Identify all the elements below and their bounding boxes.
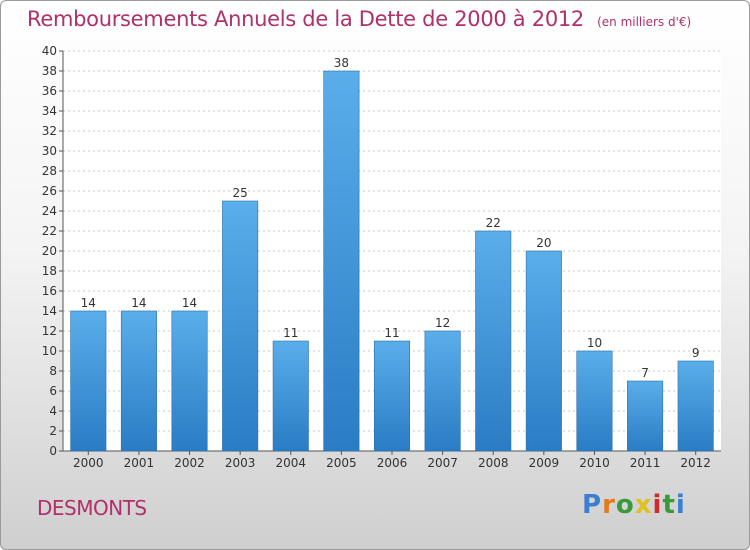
x-tick-label: 2011: [630, 456, 661, 470]
bar-value-label: 11: [384, 326, 399, 340]
bar: [272, 340, 309, 452]
y-tick-label: 18: [42, 264, 57, 278]
logo-letter: r: [602, 490, 616, 520]
logo-letter: i: [652, 490, 663, 520]
bar-value-label: 14: [81, 296, 96, 310]
y-tick-label: 12: [42, 324, 57, 338]
x-tick-label: 2004: [275, 456, 306, 470]
y-tick-label: 24: [42, 204, 57, 218]
y-tick-label: 28: [42, 164, 57, 178]
x-tick-label: 2002: [174, 456, 205, 470]
y-tick-label: 4: [49, 404, 57, 418]
bar-value-label: 38: [334, 56, 349, 70]
bar: [222, 200, 259, 452]
bar-value-label: 14: [182, 296, 197, 310]
x-tick-label: 2009: [529, 456, 560, 470]
logo-letter: P: [582, 490, 603, 520]
y-tick-label: 32: [42, 124, 57, 138]
x-tick-label: 2000: [73, 456, 104, 470]
x-tick-label: 2008: [478, 456, 509, 470]
bar-value-label: 10: [587, 336, 602, 350]
bar: [70, 310, 107, 452]
y-tick-label: 22: [42, 224, 57, 238]
logo-letter: i: [675, 490, 686, 520]
chart-title-row: Remboursements Annuels de la Dette de 20…: [27, 7, 691, 31]
bar: [120, 310, 157, 452]
logo-letter: t: [662, 490, 676, 520]
bar: [627, 380, 664, 452]
chart-unit-note: (en milliers d'€): [597, 15, 692, 29]
y-tick-label: 30: [42, 144, 57, 158]
bar: [576, 350, 613, 452]
bar-value-label: 9: [692, 346, 700, 360]
logo-letter: x: [634, 490, 653, 520]
proxiti-logo: Proxiti: [582, 490, 686, 520]
commune-name: DESMONTS: [37, 496, 147, 520]
bar: [525, 250, 562, 452]
logo-letter: o: [615, 490, 635, 520]
x-tick-label: 2006: [377, 456, 408, 470]
x-tick-label: 2007: [427, 456, 458, 470]
x-tick-label: 2003: [225, 456, 256, 470]
chart-title: Remboursements Annuels de la Dette de 20…: [27, 7, 584, 31]
y-tick-label: 38: [42, 64, 57, 78]
y-tick-label: 8: [49, 364, 57, 378]
bar-value-label: 25: [233, 186, 248, 200]
bar: [677, 360, 714, 452]
bar-value-label: 11: [283, 326, 298, 340]
y-tick-label: 34: [42, 104, 57, 118]
bar-value-label: 7: [641, 366, 649, 380]
bar-value-label: 20: [536, 236, 551, 250]
x-tick-label: 2001: [124, 456, 155, 470]
bar-value-label: 12: [435, 316, 450, 330]
y-tick-label: 14: [42, 304, 57, 318]
y-tick-label: 6: [49, 384, 57, 398]
bar: [424, 330, 461, 452]
y-tick-label: 40: [42, 44, 57, 58]
x-tick-label: 2012: [680, 456, 711, 470]
x-tick-label: 2005: [326, 456, 357, 470]
y-tick-label: 2: [49, 424, 57, 438]
bar: [373, 340, 411, 452]
bar-value-label: 14: [131, 296, 146, 310]
y-tick-label: 10: [42, 344, 57, 358]
bar-value-label: 22: [486, 216, 501, 230]
y-tick-label: 36: [42, 84, 57, 98]
x-tick-label: 2010: [579, 456, 610, 470]
y-tick-label: 20: [42, 244, 57, 258]
bar: [323, 70, 360, 452]
bar: [171, 310, 208, 452]
bar: [475, 230, 512, 452]
y-tick-label: 26: [42, 184, 57, 198]
y-tick-label: 0: [49, 444, 57, 458]
y-tick-label: 16: [42, 284, 57, 298]
